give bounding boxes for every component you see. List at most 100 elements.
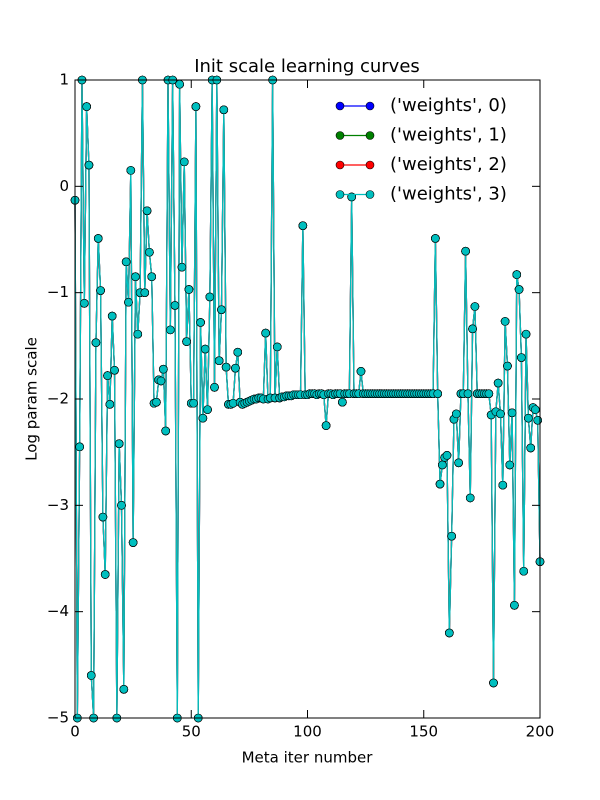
legend-label: ('weights', 1) (390, 125, 507, 146)
point (431, 234, 440, 243)
point (489, 678, 498, 688)
point (496, 409, 505, 419)
point (189, 398, 198, 408)
point (191, 102, 201, 111)
y-tick-label: −5 (47, 709, 69, 727)
point (117, 501, 126, 510)
point (152, 397, 161, 407)
point (96, 286, 105, 295)
point (510, 600, 519, 610)
point (184, 285, 194, 294)
x-tick-label: 200 (526, 723, 555, 741)
point (470, 302, 480, 311)
point (214, 356, 224, 366)
point (438, 460, 447, 470)
legend-marker (365, 131, 375, 140)
point (175, 79, 184, 89)
point (272, 342, 282, 352)
point (521, 329, 531, 339)
point (454, 458, 463, 468)
point (161, 426, 170, 436)
point (140, 288, 150, 297)
y-tick-label: −4 (47, 602, 69, 620)
point (133, 329, 143, 339)
point (110, 365, 119, 375)
point (468, 324, 477, 334)
point (433, 389, 443, 398)
point (228, 398, 238, 408)
point (107, 311, 117, 321)
plot-frame (74, 79, 541, 719)
point (100, 570, 110, 579)
point (159, 364, 168, 374)
point (461, 246, 470, 256)
point (170, 301, 180, 310)
point (203, 405, 212, 414)
y-tick-label: −3 (47, 496, 69, 514)
point (356, 367, 366, 376)
legend-marker (365, 160, 375, 170)
plot-area (70, 75, 545, 723)
point (500, 317, 510, 326)
x-tick-label: 50 (182, 723, 201, 741)
point (93, 234, 103, 243)
point (80, 298, 89, 308)
point (179, 157, 189, 167)
point (451, 409, 461, 419)
point (124, 297, 133, 307)
x-tick-label: 0 (70, 723, 80, 741)
point (86, 671, 96, 680)
legend-label: ('weights', 0) (390, 95, 507, 116)
point (233, 347, 243, 357)
point (177, 262, 187, 272)
point (205, 292, 215, 302)
legend-marker (365, 101, 375, 111)
point (105, 400, 115, 409)
point (503, 361, 512, 371)
point (514, 285, 524, 294)
point (498, 480, 508, 490)
point (493, 378, 503, 388)
x-tick-label: 100 (293, 723, 322, 741)
point (435, 479, 445, 489)
point (84, 160, 94, 170)
point (531, 405, 540, 414)
point (512, 270, 522, 279)
y-tick-label: 1 (59, 71, 69, 89)
point (75, 442, 84, 452)
point (200, 344, 210, 354)
point (142, 206, 152, 216)
x-tick-label: 150 (409, 723, 438, 741)
point (128, 538, 138, 547)
point (82, 102, 91, 111)
point (463, 389, 473, 398)
point (465, 493, 475, 503)
point (338, 397, 347, 407)
point (145, 247, 154, 257)
point (121, 257, 131, 267)
point (505, 460, 515, 470)
legend-marker (335, 160, 345, 170)
point (119, 684, 129, 694)
point (114, 439, 124, 448)
y-tick-label: 0 (59, 177, 69, 195)
point (517, 353, 526, 362)
point (221, 362, 231, 372)
point (131, 272, 140, 282)
point (126, 166, 136, 175)
legend-marker (335, 190, 345, 199)
point (198, 413, 208, 423)
y-tick-label: −1 (47, 283, 69, 301)
point (182, 337, 191, 346)
point (166, 325, 175, 335)
y-tick-label: −2 (47, 390, 69, 408)
point (442, 451, 452, 460)
point (526, 443, 536, 453)
point (519, 566, 529, 576)
point (524, 413, 533, 423)
point (217, 305, 226, 314)
y-axis-label: Log param scale (23, 337, 41, 461)
legend-marker (335, 131, 345, 140)
x-axis-label: Meta iter number (242, 749, 374, 767)
